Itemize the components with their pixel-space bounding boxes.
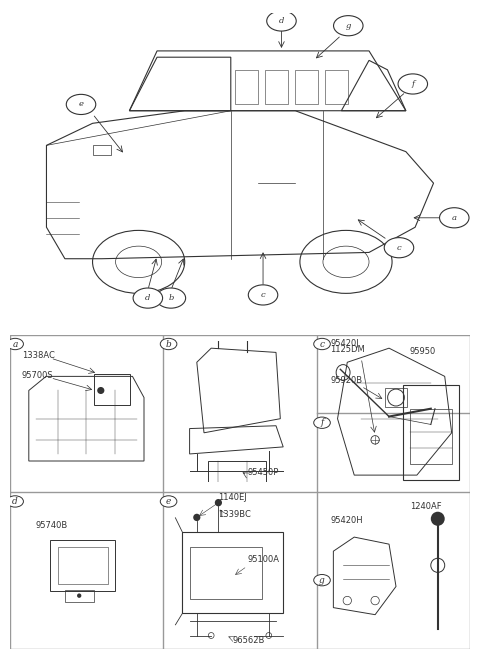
Text: 1339BC: 1339BC	[218, 510, 251, 520]
Circle shape	[384, 237, 414, 258]
Text: 95950: 95950	[410, 346, 436, 356]
Bar	[50, 539, 115, 591]
Circle shape	[431, 512, 444, 526]
Text: b: b	[166, 340, 171, 348]
Circle shape	[314, 575, 330, 586]
Text: 95700S: 95700S	[22, 371, 53, 380]
Bar	[182, 532, 283, 613]
Text: g: g	[346, 22, 351, 30]
Text: d: d	[12, 497, 18, 506]
Circle shape	[334, 16, 363, 36]
Bar	[65, 590, 94, 602]
Text: 95740B: 95740B	[36, 521, 68, 530]
Circle shape	[66, 94, 96, 115]
Text: d: d	[145, 294, 151, 302]
Text: a: a	[452, 214, 457, 222]
Circle shape	[77, 594, 81, 598]
Text: f: f	[411, 80, 414, 88]
Circle shape	[156, 288, 186, 308]
Bar	[403, 385, 458, 480]
Circle shape	[248, 285, 278, 305]
Circle shape	[160, 338, 177, 350]
Text: 1140EJ: 1140EJ	[218, 493, 247, 502]
Text: b: b	[168, 294, 174, 302]
Bar	[58, 547, 108, 584]
Circle shape	[267, 11, 296, 31]
Circle shape	[133, 288, 163, 308]
Circle shape	[215, 499, 222, 506]
Circle shape	[193, 514, 200, 521]
Bar	[190, 547, 262, 598]
Bar	[208, 461, 266, 482]
Text: 95920B: 95920B	[331, 377, 363, 386]
Text: 95420J: 95420J	[331, 338, 360, 348]
Text: d: d	[279, 17, 284, 25]
Text: 96562B: 96562B	[233, 636, 265, 645]
Text: c: c	[261, 291, 265, 299]
Bar	[410, 409, 452, 464]
Circle shape	[7, 496, 24, 507]
Text: c: c	[396, 244, 401, 252]
Text: a: a	[12, 340, 18, 348]
Text: e: e	[79, 100, 84, 108]
Text: 95420H: 95420H	[331, 516, 363, 525]
Bar	[385, 388, 407, 407]
Circle shape	[314, 417, 330, 428]
Text: e: e	[166, 497, 171, 506]
Text: 1240AF: 1240AF	[410, 502, 442, 511]
Text: 95100A: 95100A	[247, 555, 279, 564]
Text: c: c	[320, 340, 324, 348]
Circle shape	[7, 338, 24, 350]
Text: 95450P: 95450P	[247, 468, 278, 477]
Text: 1125DM: 1125DM	[331, 346, 365, 354]
Circle shape	[160, 496, 177, 507]
Circle shape	[97, 387, 104, 394]
Text: f: f	[320, 419, 324, 427]
Circle shape	[314, 338, 330, 350]
Circle shape	[440, 208, 469, 228]
Circle shape	[398, 74, 428, 94]
Text: g: g	[319, 576, 325, 584]
Text: 1338AC: 1338AC	[22, 351, 54, 360]
Bar	[94, 373, 130, 405]
